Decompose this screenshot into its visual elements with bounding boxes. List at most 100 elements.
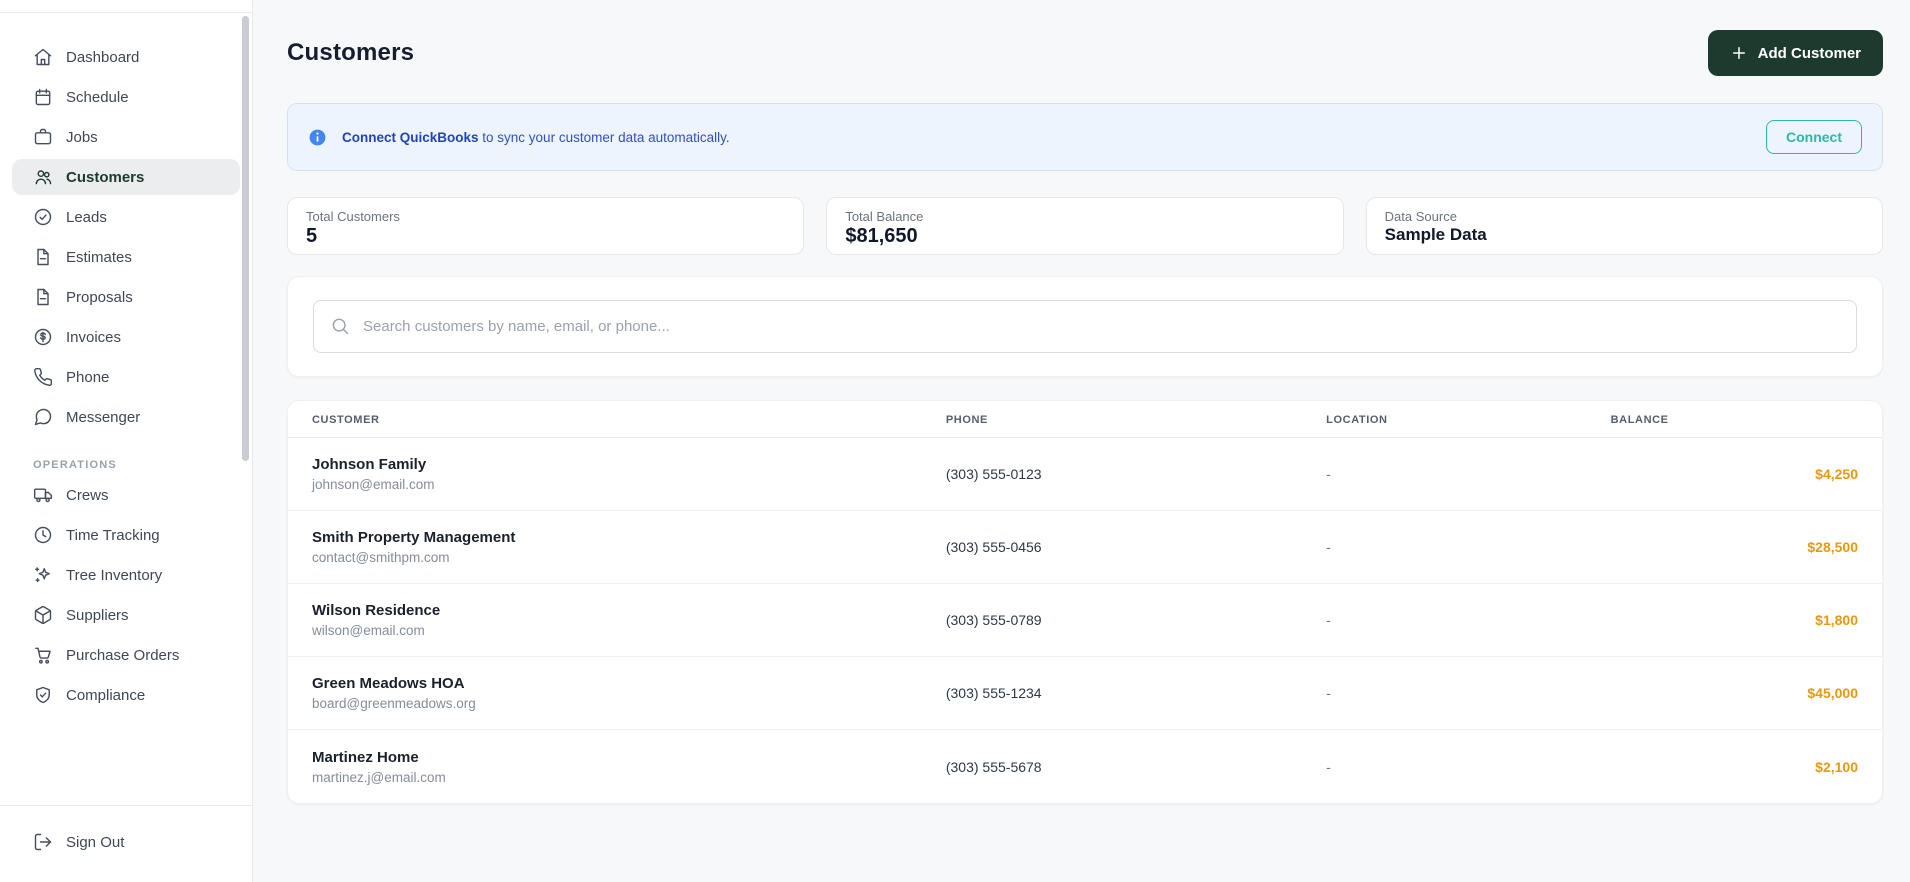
check-circle-icon <box>33 207 53 227</box>
add-customer-button[interactable]: Add Customer <box>1707 30 1883 76</box>
stats-row: Total Customers 5 Total Balance $81,650 Data… <box>287 197 1883 255</box>
sidebar-item-sign-out[interactable]: Sign Out <box>12 824 240 860</box>
customer-email: board@greenmeadows.org <box>312 696 476 711</box>
sidebar-item-jobs[interactable]: Jobs <box>12 119 240 155</box>
customer-location: - <box>1326 466 1331 482</box>
page-title: Customers <box>287 39 415 66</box>
customer-email: contact@smithpm.com <box>312 550 450 565</box>
sidebar-item-label: Compliance <box>66 686 146 704</box>
clock-icon <box>33 525 53 545</box>
stat-card-data-source: Data Source Sample Data <box>1365 197 1883 255</box>
search-box <box>313 300 1857 353</box>
file-text-icon <box>33 287 53 307</box>
customer-name: Smith Property Management <box>312 529 516 546</box>
customer-balance: $1,800 <box>1815 612 1858 628</box>
sidebar-item-label: Estimates <box>66 248 132 266</box>
sidebar-item-suppliers[interactable]: Suppliers <box>12 597 240 633</box>
table-row-johnson-family[interactable]: Johnson Family johnson@email.com (303) 555… <box>288 438 1882 511</box>
customer-balance: $4,250 <box>1815 466 1858 482</box>
table-body: Johnson Family johnson@email.com (303) 555… <box>288 438 1882 803</box>
sidebar-item-schedule[interactable]: Schedule <box>12 79 240 115</box>
customer-cell: Johnson Family johnson@email.com <box>312 456 946 492</box>
sidebar-item-label: Phone <box>66 368 110 386</box>
sidebar-item-label: Schedule <box>66 88 129 106</box>
customer-cell: Smith Property Management contact@smithpm… <box>312 529 946 565</box>
sidebar-scrollbar[interactable] <box>242 16 249 461</box>
customer-cell: Martinez Home martinez.j@email.com <box>312 749 946 785</box>
customers-table: Customer Phone Location Balance Johnson Fam… <box>287 400 1883 804</box>
column-header-phone: Phone <box>945 414 988 426</box>
customer-name: Martinez Home <box>312 748 419 766</box>
sidebar-section-label-operations: OPERATIONS <box>33 459 117 471</box>
sparkles-icon <box>33 565 53 585</box>
customer-location: - <box>1326 685 1331 701</box>
sidebar-item-label: Messenger <box>66 408 141 426</box>
stat-value: 5 <box>306 225 318 247</box>
banner-text: Connect QuickBooks to sync your customer… <box>342 130 1751 145</box>
table-row-wilson-residence[interactable]: Wilson Residence wilson@email.com (303) 55… <box>288 584 1882 657</box>
sidebar-item-crews[interactable]: Crews <box>12 477 240 513</box>
sidebar-item-compliance[interactable]: Compliance <box>12 677 240 713</box>
sidebar-top-divider <box>0 12 252 13</box>
package-icon <box>33 605 53 625</box>
sidebar-item-label: Suppliers <box>66 606 129 624</box>
sidebar-nav: Dashboard Schedule Jobs Customers Leads Estim… <box>0 0 252 717</box>
customer-name: Green Meadows HOA <box>312 675 465 692</box>
search-icon <box>330 316 350 336</box>
sidebar-item-messenger[interactable]: Messenger <box>12 399 240 435</box>
customer-name: Johnson Family <box>312 456 427 473</box>
shopping-cart-icon <box>33 645 53 665</box>
sidebar-item-label: Tree Inventory <box>66 566 163 584</box>
table-row-martinez-home[interactable]: Martinez Home martinez.j@email.com (303) 5… <box>288 730 1882 803</box>
sidebar-item-invoices[interactable]: Invoices <box>12 319 240 355</box>
customer-email: wilson@email.com <box>312 623 425 638</box>
search-input[interactable] <box>313 300 1857 353</box>
stat-label: Data Source <box>1384 209 1457 224</box>
sidebar-item-estimates[interactable]: Estimates <box>12 239 240 275</box>
customer-balance: $45,000 <box>1807 685 1858 701</box>
sidebar-item-label: Dashboard <box>66 48 140 66</box>
file-text-icon <box>33 247 53 267</box>
sidebar-item-time-tracking[interactable]: Time Tracking <box>12 517 240 553</box>
sidebar-bottom-divider <box>0 805 252 806</box>
customer-name: Wilson Residence <box>312 602 441 619</box>
stat-value: Sample Data <box>1384 225 1487 244</box>
sidebar-item-label: Invoices <box>66 328 122 346</box>
customer-balance: $2,100 <box>1815 758 1858 775</box>
customer-cell: Green Meadows HOA board@greenmeadows.org <box>312 675 946 711</box>
sidebar-item-customers[interactable]: Customers <box>12 159 240 195</box>
home-icon <box>33 47 53 67</box>
table-row-green-meadows-hoa[interactable]: Green Meadows HOA board@greenmeadows.org (… <box>288 657 1882 730</box>
sidebar-item-label: Sign Out <box>66 833 125 851</box>
sidebar-item-purchase-orders[interactable]: Purchase Orders <box>12 637 240 673</box>
quickbooks-banner: Connect QuickBooks to sync your customer… <box>287 103 1883 171</box>
customer-location: - <box>1326 758 1331 775</box>
customer-phone: (303) 555-5678 <box>945 758 1042 775</box>
table-row-smith-property-management[interactable]: Smith Property Management contact@smithpm… <box>288 511 1882 584</box>
search-card <box>287 276 1883 377</box>
sidebar-item-label: Purchase Orders <box>66 646 180 664</box>
sidebar-item-label: Leads <box>66 208 107 226</box>
sidebar-item-label: Crews <box>66 486 109 504</box>
shield-check-icon <box>33 685 53 705</box>
sidebar-item-label: Proposals <box>66 288 133 306</box>
customer-phone: (303) 555-0789 <box>945 612 1042 628</box>
customer-phone: (303) 555-0123 <box>945 466 1042 482</box>
sidebar-item-label: Jobs <box>66 128 98 146</box>
sidebar-item-dashboard[interactable]: Dashboard <box>12 39 240 75</box>
sidebar: Dashboard Schedule Jobs Customers Leads Estim… <box>0 0 253 882</box>
banner-regular-text: to sync your customer data automatically… <box>478 129 730 145</box>
connect-button[interactable]: Connect <box>1766 120 1862 154</box>
plus-icon <box>1730 44 1748 62</box>
sidebar-item-proposals[interactable]: Proposals <box>12 279 240 315</box>
sidebar-item-phone[interactable]: Phone <box>12 359 240 395</box>
truck-icon <box>33 485 53 505</box>
stat-card-total-customers: Total Customers 5 <box>287 197 805 255</box>
stat-value: $81,650 <box>845 225 918 247</box>
page-header: Customers Add Customer <box>287 30 1883 76</box>
add-customer-label: Add Customer <box>1757 44 1861 62</box>
main-content: Customers Add Customer Connect QuickBook… <box>253 0 1910 882</box>
column-header-balance: Balance <box>1610 414 1669 426</box>
sidebar-item-leads[interactable]: Leads <box>12 199 240 235</box>
sidebar-item-tree-inventory[interactable]: Tree Inventory <box>12 557 240 593</box>
